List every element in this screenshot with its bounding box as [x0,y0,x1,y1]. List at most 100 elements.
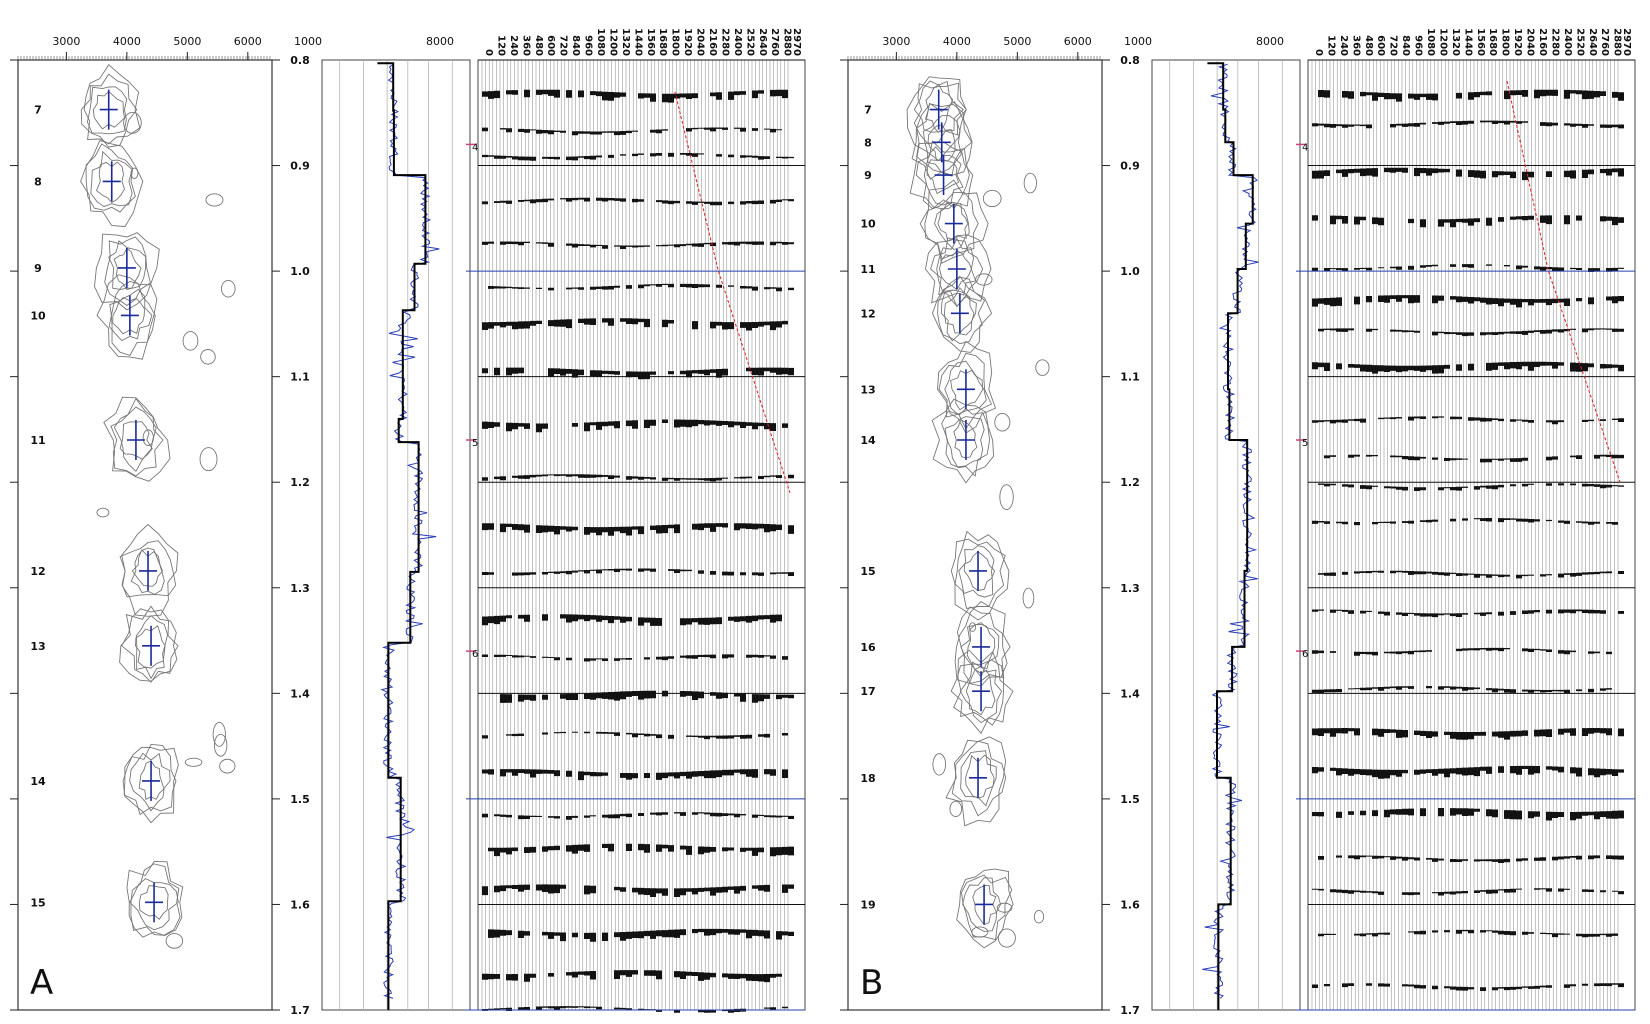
contour-line [95,161,125,204]
velocity-pick-label: 10 [30,309,46,322]
contour-ring [205,193,224,207]
contour-line [138,760,165,800]
contour-ring [994,412,1011,432]
contour-ring [165,933,184,949]
semblance-ruler [847,56,1101,60]
offset-tick-label: 1200 [607,28,618,56]
contour-ring [949,800,963,818]
velocity-pick-label: 11 [860,263,875,276]
offset-tick-label: 2400 [1562,28,1573,56]
contour-line [96,274,158,360]
offset-tick-label: 1920 [1512,28,1523,56]
contour-ring [142,429,154,446]
contour-ring [200,349,216,365]
contour-ring [212,721,226,747]
reflection-band [482,419,788,433]
gather-frame [1307,59,1636,1011]
contour-line [950,538,1006,610]
velocity-pick-label: 18 [860,772,875,785]
contour-line [103,396,171,482]
mute-line [674,91,791,493]
offset-tick-label: 2400 [732,28,743,56]
contour-line [112,297,145,335]
contour-line [956,606,1008,687]
contour-line [135,625,166,669]
reflection-band [1318,855,1624,863]
contour-line [954,601,1011,684]
time-tick-label: 1.7 [290,1004,310,1017]
offset-tick-label: 0 [483,49,494,56]
reflection-events [1312,89,1624,991]
contour-line [915,140,970,210]
time-tick-label: 0.9 [1120,160,1140,173]
offset-tick-label: 720 [1388,35,1399,56]
semblance-tick-label: 6000 [234,35,262,48]
offset-tick-label: 1440 [1462,28,1473,56]
contour-line [951,740,1007,817]
velocity-pick-label: 9 [34,262,42,275]
semblance-contours [906,76,1050,949]
log-tick-label: 8000 [1256,35,1284,48]
reflection-band [1318,328,1624,337]
contour-ring [971,926,989,938]
contour-line [108,240,147,290]
reflection-band [482,654,788,662]
velocity-pick-label: 14 [860,434,876,447]
contour-line [113,406,157,473]
contour-line [126,860,184,938]
contour-ring [982,189,1002,208]
interval-velocity-curve [1207,62,1254,1010]
contour-line [959,661,1003,724]
time-tick-label: 1.4 [290,687,310,700]
horizon-marker-label: 6 [472,649,478,660]
offset-tick-label: 1680 [657,28,668,56]
contour-line [83,64,141,145]
velocity-pick-label: 8 [34,175,42,188]
offset-tick-label: 1920 [682,28,693,56]
contour-line [936,237,977,297]
reflection-band [482,318,788,331]
contour-line [130,547,165,595]
velocity-pick-label: 17 [860,685,875,698]
offset-tick-label: 600 [545,35,556,56]
time-tick-label: 1.2 [1120,476,1140,489]
contour-line [129,878,179,931]
offset-tick-label: 480 [533,35,544,56]
velocity-pick-label: 16 [860,641,876,654]
velocity-pick-label: 9 [864,169,872,182]
log-tick-label: 1000 [1124,35,1152,48]
velocity-pick-label: 7 [864,104,872,117]
offset-tick-label: 1680 [1487,28,1498,56]
velocity-pick-label: 12 [30,565,45,578]
velocity-pick-label: 15 [30,896,45,909]
reflection-band [488,843,794,857]
contour-line [972,884,998,926]
contour-line [906,76,967,162]
log-tick-label: 8000 [426,35,454,48]
offset-tick-label: 840 [570,35,581,56]
contour-line [122,747,179,824]
velocity-pick-label: 8 [864,136,872,149]
panel-label: A [30,963,53,1003]
time-tick-label: 1.3 [1120,582,1140,595]
contour-line [923,146,964,206]
contour-line [924,191,979,260]
contour-line [960,750,997,807]
contour-ring [123,112,142,134]
offset-tick-label: 1080 [1425,28,1436,56]
contour-ring [1035,359,1050,376]
time-tick-label: 1.4 [1120,687,1140,700]
contour-line [927,124,956,162]
contour-line [104,236,151,306]
offset-tick-label: 960 [1413,35,1424,56]
semblance-frame [847,59,1103,1011]
contour-ring [1022,587,1035,609]
offset-tick-label: 1560 [645,28,656,56]
velocity-pick-label: 12 [860,307,875,320]
reflection-band [1318,483,1624,491]
contour-line [909,141,974,210]
contour-ring [997,928,1016,948]
contour-ring [996,902,1013,913]
semblance-tick-label: 4000 [943,35,971,48]
